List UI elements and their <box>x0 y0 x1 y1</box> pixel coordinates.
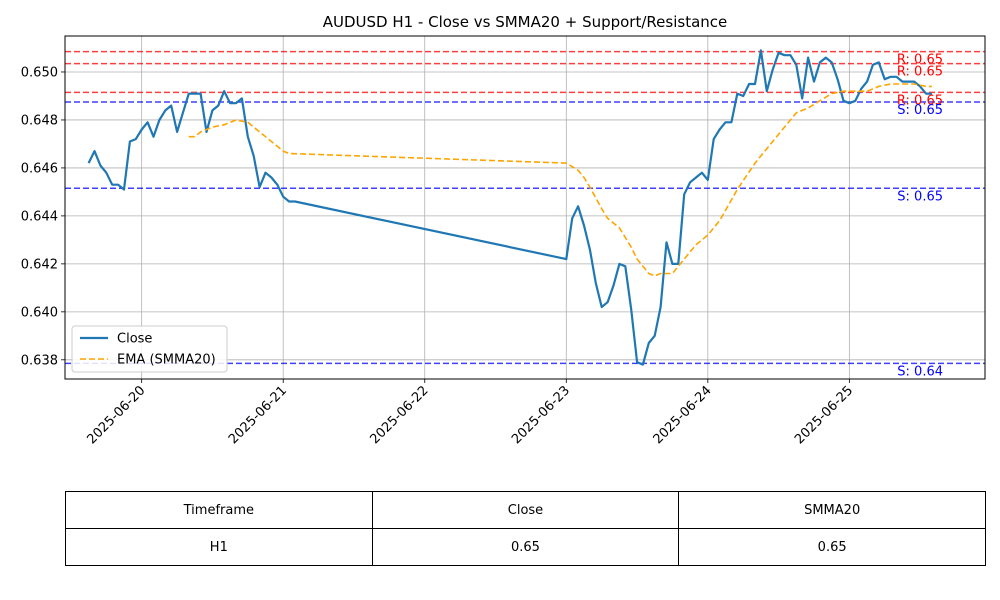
resistance-level-label: R: 0.65 <box>897 93 943 108</box>
y-tick-label: 0.638 <box>21 353 58 368</box>
table-cell: 0.65 <box>678 528 986 566</box>
x-tick-label: 2025-06-25 <box>792 383 856 447</box>
y-tick-label: 0.640 <box>21 305 58 320</box>
series-lines <box>87 49 932 366</box>
level-labels: R: 0.65R: 0.65R: 0.65S: 0.65S: 0.65S: 0.… <box>897 53 943 380</box>
y-tick-label: 0.646 <box>21 161 58 176</box>
summary-table: Timeframe Close SMMA20 H1 0.65 0.65 <box>65 491 986 566</box>
support-level-label: S: 0.65 <box>897 189 943 204</box>
x-axis: 2025-06-20 2025-06-21 2025-06-22 2025-06-23… <box>84 379 856 447</box>
y-axis: 0.638 0.640 0.642 0.644 0.646 0.648 0.650 <box>21 65 65 368</box>
x-tick-label: 2025-06-22 <box>368 383 432 447</box>
table-row: H1 0.65 0.65 <box>65 528 986 566</box>
y-tick-label: 0.650 <box>21 65 58 80</box>
close-series-line <box>87 49 932 366</box>
table-header-row: Timeframe Close SMMA20 <box>65 491 986 529</box>
y-tick-label: 0.644 <box>21 209 58 224</box>
table-cell: H1 <box>65 528 373 566</box>
x-tick-label: 2025-06-24 <box>651 383 715 447</box>
legend: Close EMA (SMMA20) <box>71 325 228 373</box>
legend-box <box>71 325 228 373</box>
table-cell: 0.65 <box>371 528 680 566</box>
table-header-cell: Timeframe <box>65 491 373 529</box>
x-tick-label: 2025-06-21 <box>226 383 290 447</box>
ema-series-line <box>188 83 932 277</box>
x-tick-label: 2025-06-20 <box>84 383 148 447</box>
chart-title: AUDUSD H1 - Close vs SMMA20 + Support/Re… <box>323 13 728 31</box>
resistance-level-label: R: 0.65 <box>897 53 943 68</box>
table-header-cell: Close <box>371 491 680 529</box>
grid-lines <box>65 36 985 379</box>
x-tick-label: 2025-06-23 <box>509 383 573 447</box>
y-tick-label: 0.648 <box>21 113 58 128</box>
table-header-cell: SMMA20 <box>678 491 986 529</box>
plot-area-frame <box>64 35 986 380</box>
support-resistance-levels <box>65 50 985 365</box>
chart-svg: AUDUSD H1 - Close vs SMMA20 + Support/Re… <box>21 13 986 447</box>
resistance-level-label: R: 0.65 <box>897 65 943 80</box>
support-level-label: S: 0.65 <box>897 103 943 118</box>
legend-label: EMA (SMMA20) <box>117 353 216 368</box>
y-tick-label: 0.642 <box>21 257 58 272</box>
legend-label: Close <box>117 332 152 347</box>
support-level-label: S: 0.64 <box>897 364 943 379</box>
